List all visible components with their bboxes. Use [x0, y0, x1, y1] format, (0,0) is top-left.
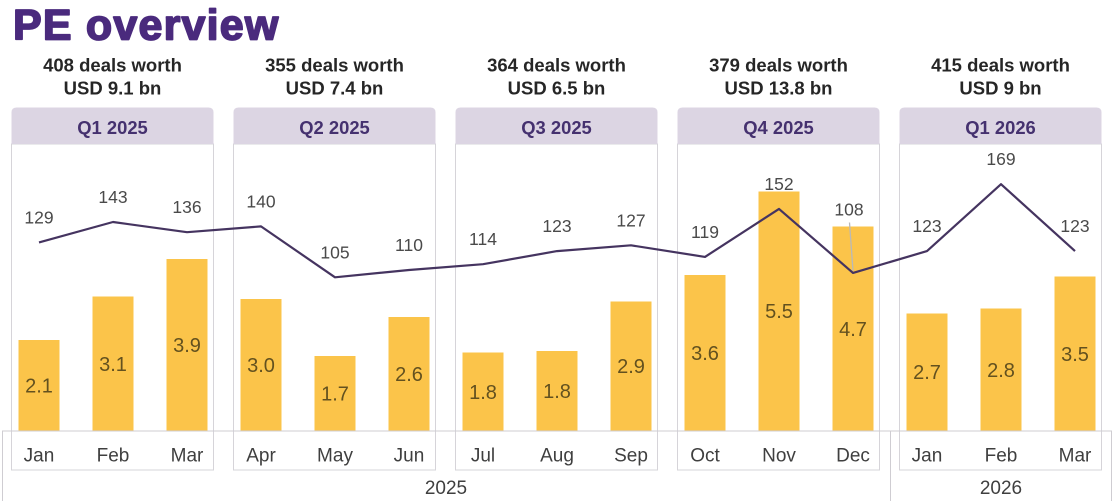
svg-text:Q3 2025: Q3 2025	[521, 117, 592, 138]
svg-text:2.6: 2.6	[395, 364, 423, 386]
svg-text:1.7: 1.7	[321, 384, 349, 406]
svg-text:Jan: Jan	[912, 446, 943, 467]
svg-text:136: 136	[172, 197, 201, 217]
svg-text:123: 123	[1060, 216, 1089, 236]
svg-text:2026: 2026	[980, 478, 1022, 499]
svg-text:USD 9.1 bn: USD 9.1 bn	[64, 78, 162, 99]
svg-text:1.8: 1.8	[469, 382, 497, 404]
svg-text:143: 143	[98, 187, 127, 207]
svg-text:Feb: Feb	[97, 446, 130, 467]
svg-text:Jun: Jun	[394, 446, 425, 467]
svg-text:415 deals worth: 415 deals worth	[931, 55, 1070, 76]
svg-text:123: 123	[912, 216, 941, 236]
svg-text:3.0: 3.0	[247, 355, 275, 377]
svg-text:364 deals worth: 364 deals worth	[487, 55, 626, 76]
svg-text:Sep: Sep	[614, 446, 648, 467]
svg-text:Apr: Apr	[246, 446, 276, 467]
svg-text:355 deals worth: 355 deals worth	[265, 55, 404, 76]
svg-text:Q4 2025: Q4 2025	[743, 117, 814, 138]
svg-text:Dec: Dec	[836, 446, 870, 467]
svg-text:Mar: Mar	[1059, 446, 1092, 467]
svg-text:USD 6.5 bn: USD 6.5 bn	[508, 78, 606, 99]
svg-text:408 deals worth: 408 deals worth	[43, 55, 182, 76]
svg-text:2.9: 2.9	[617, 356, 645, 378]
svg-text:4.7: 4.7	[839, 319, 867, 341]
svg-text:129: 129	[24, 207, 53, 227]
svg-text:123: 123	[542, 216, 571, 236]
svg-text:2.7: 2.7	[913, 362, 941, 384]
svg-text:Q2 2025: Q2 2025	[299, 117, 370, 138]
svg-text:108: 108	[834, 200, 863, 220]
svg-text:127: 127	[616, 210, 645, 230]
svg-text:169: 169	[986, 149, 1015, 169]
svg-text:Q1 2026: Q1 2026	[965, 117, 1036, 138]
svg-text:2.1: 2.1	[25, 376, 53, 398]
svg-text:3.1: 3.1	[99, 354, 127, 376]
svg-text:Aug: Aug	[540, 446, 574, 467]
svg-text:Nov: Nov	[762, 446, 796, 467]
svg-text:2.8: 2.8	[987, 360, 1015, 382]
svg-text:110: 110	[395, 235, 423, 255]
svg-text:3.6: 3.6	[691, 343, 719, 365]
svg-text:379 deals worth: 379 deals worth	[709, 55, 848, 76]
svg-text:105: 105	[320, 242, 349, 262]
svg-text:USD 9 bn: USD 9 bn	[959, 78, 1041, 99]
svg-text:USD 13.8 bn: USD 13.8 bn	[725, 78, 833, 99]
svg-text:2025: 2025	[425, 478, 467, 499]
svg-text:114: 114	[469, 229, 497, 249]
svg-text:Feb: Feb	[985, 446, 1018, 467]
svg-text:USD 7.4 bn: USD 7.4 bn	[286, 78, 384, 99]
svg-text:5.5: 5.5	[765, 301, 793, 323]
svg-text:140: 140	[246, 191, 275, 211]
svg-text:3.5: 3.5	[1061, 344, 1089, 366]
svg-text:119: 119	[691, 222, 719, 242]
svg-text:Oct: Oct	[690, 446, 720, 467]
svg-text:May: May	[317, 446, 353, 467]
svg-text:Q1 2025: Q1 2025	[77, 117, 148, 138]
svg-text:152: 152	[764, 174, 793, 194]
svg-text:Jan: Jan	[24, 446, 55, 467]
svg-text:Jul: Jul	[471, 446, 495, 467]
svg-text:3.9: 3.9	[173, 335, 201, 357]
svg-text:1.8: 1.8	[543, 381, 571, 403]
svg-text:PE overview: PE overview	[13, 2, 280, 50]
svg-text:Mar: Mar	[171, 446, 204, 467]
